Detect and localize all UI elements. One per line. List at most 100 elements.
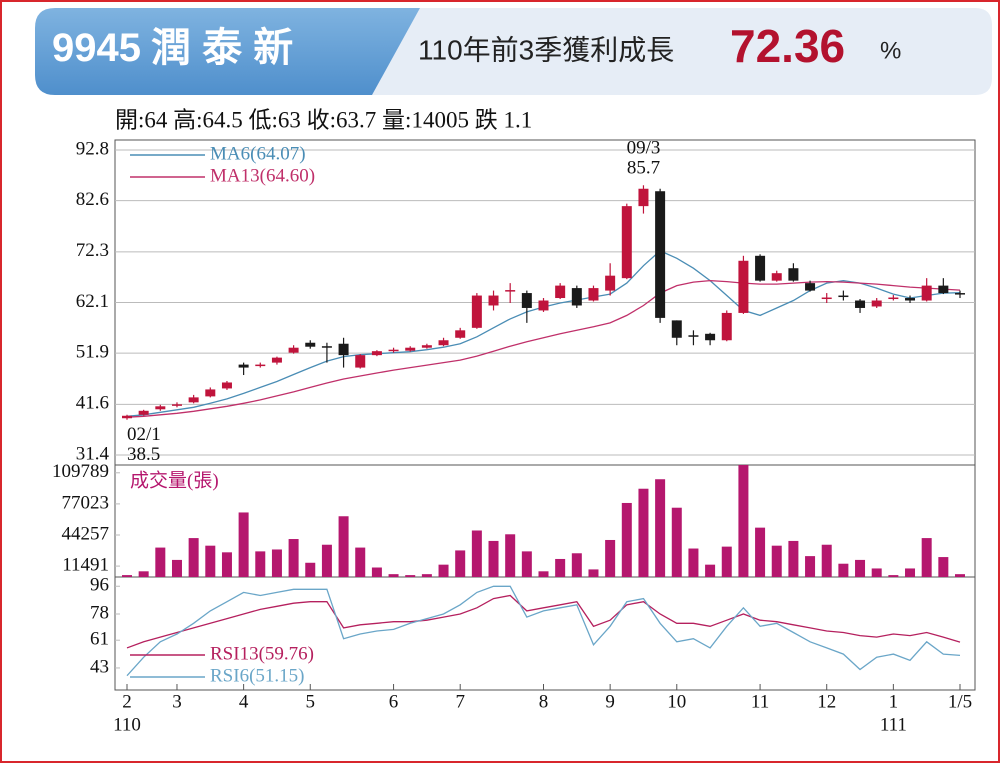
candle-body xyxy=(421,345,432,348)
candle-body xyxy=(571,288,582,306)
candle-body xyxy=(471,295,482,328)
candle-body xyxy=(405,347,416,351)
volume-bar xyxy=(888,575,899,577)
y-tick-label: 77023 xyxy=(62,492,110,513)
candle-body xyxy=(738,260,749,313)
volume-bar xyxy=(155,547,166,577)
candle-body xyxy=(155,406,166,410)
candle-body xyxy=(138,410,149,415)
volume-bar xyxy=(438,564,449,577)
volume-bar xyxy=(655,479,666,577)
volume-bar xyxy=(538,571,549,577)
candle-body xyxy=(305,342,316,347)
volume-bar xyxy=(471,530,482,577)
volume-bar xyxy=(238,512,249,577)
title-band xyxy=(35,8,420,95)
x-tick-label: 10 xyxy=(667,691,686,712)
candle-body xyxy=(488,295,499,306)
candle-body xyxy=(321,346,332,348)
legend-label: MA6(64.07) xyxy=(210,143,306,164)
candle-body xyxy=(788,268,799,281)
volume-bar xyxy=(905,568,916,577)
candle-body xyxy=(655,191,666,318)
volume-bar xyxy=(255,551,266,577)
ma-line xyxy=(126,279,961,418)
low-value: 38.5 xyxy=(127,444,160,465)
legend-label: RSI13(59.76) xyxy=(210,643,314,664)
x-tick-label: 11 xyxy=(751,691,769,712)
candle-body xyxy=(438,340,449,346)
candle-body xyxy=(171,404,182,406)
candle-body xyxy=(838,295,849,298)
volume-bar xyxy=(288,539,299,577)
candle-body xyxy=(355,355,366,368)
candle-body xyxy=(688,335,699,337)
candle-body xyxy=(905,298,916,301)
unit: % xyxy=(880,37,901,64)
volume-bar xyxy=(771,545,782,577)
x-tick-label: 6 xyxy=(389,691,399,712)
candle-body xyxy=(505,290,516,292)
volume-bar xyxy=(321,544,332,577)
volume-bar xyxy=(638,488,649,577)
volume-bar xyxy=(405,575,416,577)
volume-bar xyxy=(755,527,766,577)
candle-body xyxy=(521,293,532,308)
candle-body xyxy=(955,293,965,295)
volume-bar xyxy=(205,545,216,577)
high-date: 09/3 xyxy=(627,138,661,159)
x-tick-label: 4 xyxy=(239,691,249,712)
volume-bar xyxy=(555,558,566,577)
candle-body xyxy=(188,397,199,403)
candle-body xyxy=(288,347,299,353)
candle-body xyxy=(455,330,466,338)
volume-bar xyxy=(338,516,349,577)
volume-bar xyxy=(871,568,882,577)
volume-bar xyxy=(838,563,849,577)
volume-bar xyxy=(221,552,232,577)
candle-body xyxy=(538,300,549,311)
candle-body xyxy=(638,188,649,207)
y-tick-label: 96 xyxy=(90,575,109,596)
x-year-label: 110 xyxy=(113,714,141,735)
candle-body xyxy=(122,415,132,419)
volume-bar xyxy=(671,507,682,577)
y-tick-label: 51.9 xyxy=(76,342,109,363)
y-tick-label: 109789 xyxy=(52,461,109,482)
x-tick-label: 7 xyxy=(455,691,465,712)
x-year-label: 111 xyxy=(880,714,907,735)
volume-title: 成交量(張) xyxy=(130,469,219,491)
quote: 開:64 高:64.5 低:63 收:63.7 量:14005 跌 1.1 xyxy=(115,107,532,132)
candle-body xyxy=(221,382,232,389)
volume-bar xyxy=(605,539,616,577)
rsi-line xyxy=(126,594,961,649)
candle-body xyxy=(271,357,282,363)
candle-body xyxy=(371,351,382,356)
volume-bar xyxy=(455,550,466,577)
volume-bar xyxy=(388,574,399,577)
candle-body xyxy=(821,297,832,300)
candle-body xyxy=(388,349,399,352)
legend-label: MA13(64.60) xyxy=(210,165,315,186)
volume-bar xyxy=(488,540,499,577)
volume-bar xyxy=(171,559,182,577)
volume-bar xyxy=(805,556,816,577)
legend-label: RSI6(51.15) xyxy=(210,665,304,686)
x-tick-label: 9 xyxy=(605,691,615,712)
volume-bar xyxy=(521,551,532,577)
candle-body xyxy=(605,275,616,291)
frame xyxy=(114,139,976,691)
x-tick-label: 1 xyxy=(889,691,899,712)
volume-bar xyxy=(271,549,282,577)
candle-body xyxy=(555,285,566,299)
volume-bar xyxy=(621,502,632,577)
candle-body xyxy=(621,206,632,279)
volume-bar xyxy=(138,571,149,577)
high-value: 85.7 xyxy=(627,158,660,179)
volume-bar xyxy=(571,553,582,577)
candle-body xyxy=(705,333,716,341)
y-tick-label: 92.8 xyxy=(76,138,109,159)
x-tick-label: 5 xyxy=(306,691,316,712)
y-tick-label: 62.1 xyxy=(76,291,109,312)
